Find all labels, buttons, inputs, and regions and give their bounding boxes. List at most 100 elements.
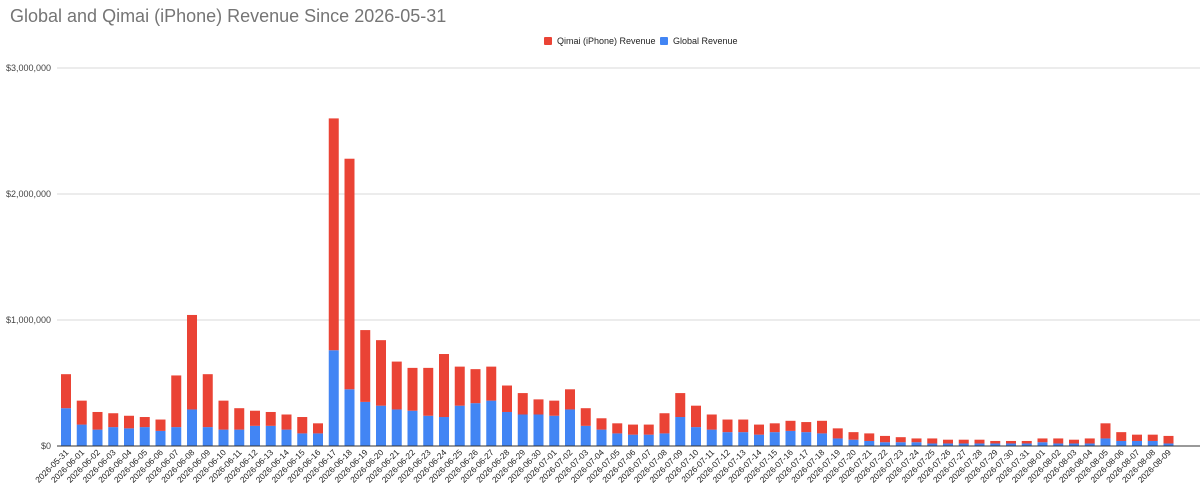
bar-qimai-revenue [911,438,922,443]
bar-qimai-revenue [187,314,197,410]
bar-global-revenue [486,400,497,446]
bar-qimai-revenue [801,422,812,433]
bar-global-revenue [738,432,749,446]
bar-qimai-revenue [281,414,292,430]
bar-qimai-revenue [738,419,749,433]
bar-qimai-revenue [549,400,560,416]
bar-qimai-revenue [1053,438,1064,444]
bar-qimai-revenue [155,419,166,431]
legend-label-global: Global Revenue [673,36,738,46]
bar-qimai-revenue [817,420,827,434]
bar-global-revenue [958,443,969,446]
bar-global-revenue [754,434,764,446]
bar-qimai-revenue [1021,440,1032,444]
bar-qimai-revenue [612,423,623,434]
bar-global-revenue [706,429,717,446]
bar-global-revenue [691,427,701,446]
bar-qimai-revenue [454,366,465,406]
bar-global-revenue [391,409,402,446]
bar-qimai-revenue [769,423,780,433]
bar-global-revenue [832,438,843,446]
bar-qimai-revenue [1147,434,1158,441]
bar-global-revenue [265,425,276,446]
bar-global-revenue [675,417,686,446]
bar-global-revenue [250,425,260,446]
bar-global-revenue [407,410,418,446]
bar-qimai-revenue [533,399,544,415]
bar-qimai-revenue [706,414,717,430]
bar-qimai-revenue [958,439,969,444]
bar-global-revenue [281,429,292,446]
bar-qimai-revenue [218,400,229,430]
bar-qimai-revenue [61,374,71,409]
bar-qimai-revenue [234,408,245,430]
bar-global-revenue [628,434,638,446]
bar-global-revenue [423,415,434,446]
bar-global-revenue [1100,438,1111,446]
legend-item-qimai: Qimai (iPhone) Revenue [544,36,656,46]
bar-qimai-revenue [486,366,497,401]
bar-qimai-revenue [927,438,938,444]
bar-global-revenue [1069,443,1079,446]
bar-qimai-revenue [1084,438,1095,444]
bar-qimai-revenue [1116,432,1127,441]
bar-qimai-revenue [943,439,953,444]
bar-global-revenue [864,440,875,446]
bar-qimai-revenue [848,432,859,440]
bar-global-revenue [643,434,654,446]
bar-qimai-revenue [880,435,890,443]
bar-global-revenue [234,429,245,446]
bar-global-revenue [1147,440,1158,446]
bar-global-revenue [502,411,512,446]
bar-global-revenue [596,429,607,446]
bar-qimai-revenue [202,374,213,428]
bar-global-revenue [769,432,780,446]
bar-global-revenue [549,415,560,446]
bar-global-revenue [990,443,1001,446]
bar-qimai-revenue [565,389,575,410]
bar-global-revenue [313,433,323,446]
bar-qimai-revenue [139,417,150,428]
bar-qimai-revenue [376,340,386,406]
bar-qimai-revenue [659,413,670,434]
bar-qimai-revenue [832,428,843,439]
bar-global-revenue [155,430,166,446]
legend: Qimai (iPhone) Revenue Global Revenue [0,36,1200,50]
bar-qimai-revenue [360,330,371,402]
bar-global-revenue [785,430,796,446]
bar-qimai-revenue [423,367,434,416]
bar-global-revenue [1037,442,1048,446]
bar-qimai-revenue [675,393,686,418]
bar-global-revenue [722,432,733,446]
bar-global-revenue [533,414,544,446]
bar-qimai-revenue [391,361,402,410]
bar-global-revenue [202,427,213,446]
bar-global-revenue [1006,443,1016,446]
bar-qimai-revenue [92,411,103,430]
bar-qimai-revenue [1132,434,1142,441]
bar-global-revenue [612,433,623,446]
bar-qimai-revenue [691,405,701,428]
bar-qimai-revenue [643,424,654,435]
legend-swatch-qimai [544,37,552,45]
bar-global-revenue [1116,440,1127,446]
bar-global-revenue [108,427,119,446]
bar-qimai-revenue [124,415,134,429]
bar-global-revenue [124,428,134,446]
bar-global-revenue [565,409,575,446]
bar-qimai-revenue [596,418,607,430]
bar-qimai-revenue [250,410,260,426]
chart-title: Global and Qimai (iPhone) Revenue Since … [10,6,447,26]
y-tick-label: $1,000,000 [6,315,51,325]
bar-global-revenue [1053,443,1064,446]
bar-qimai-revenue [407,367,418,411]
bar-qimai-revenue [313,423,323,434]
bar-qimai-revenue [895,437,906,443]
y-tick-label: $3,000,000 [6,63,51,73]
bar-global-revenue [1021,443,1032,446]
bar-qimai-revenue [990,440,1001,444]
bar-global-revenue [76,424,87,446]
bar-qimai-revenue [754,424,764,435]
bar-global-revenue [895,442,906,446]
bar-qimai-revenue [439,354,449,418]
